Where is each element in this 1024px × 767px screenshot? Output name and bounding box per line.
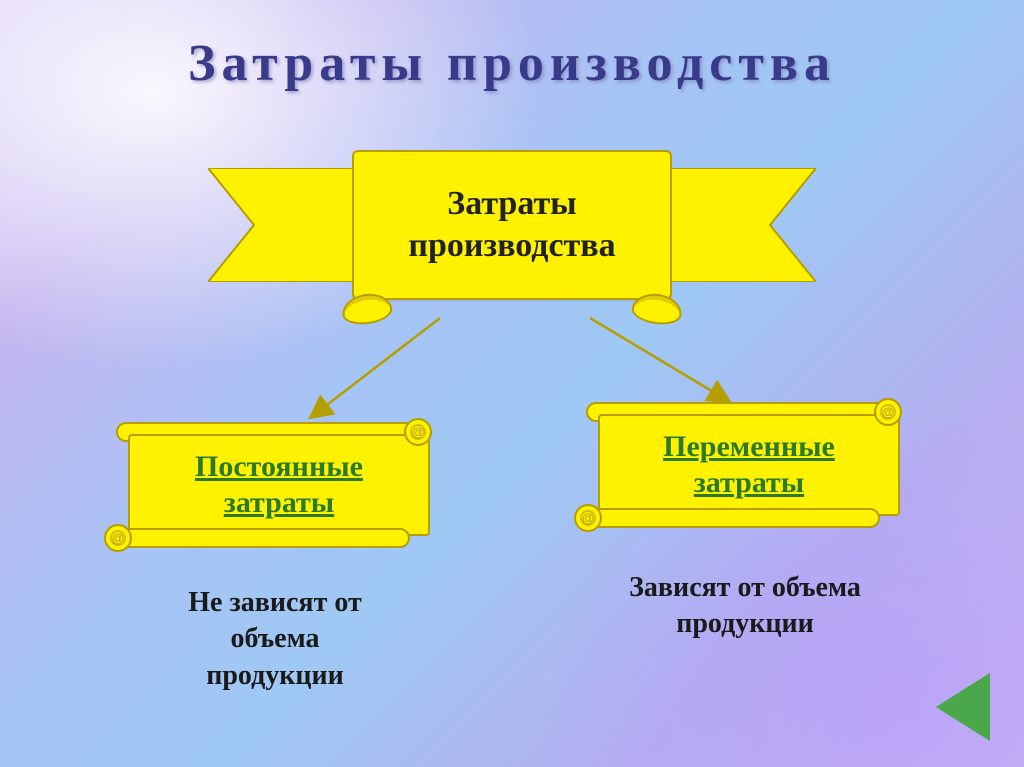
ribbon-tail-right — [666, 168, 816, 282]
scroll-knob-icon — [574, 504, 602, 532]
slide-title: Затраты производства — [0, 34, 1024, 93]
child-node-variable[interactable]: Переменные затраты — [580, 400, 910, 530]
root-node-text: Затраты производства — [408, 183, 615, 268]
nav-back-button[interactable] — [938, 677, 986, 737]
ribbon-tail-left — [208, 168, 358, 282]
caption-variable: Зависят от объема продукции — [575, 570, 915, 643]
child-node-variable-label: Переменные затраты — [598, 414, 900, 516]
child-node-variable-text: Переменные затраты — [663, 429, 835, 501]
scroll-knob-icon — [104, 524, 132, 552]
child-node-fixed[interactable]: Постоянные затраты — [110, 420, 440, 550]
child-node-fixed-text: Постоянные затраты — [195, 449, 363, 521]
scroll-rod — [108, 528, 410, 548]
root-node-label: Затраты производства — [352, 150, 672, 300]
scroll-knob-icon — [404, 418, 432, 446]
root-node: Затраты производства — [252, 150, 772, 320]
child-node-fixed-label: Постоянные затраты — [128, 434, 430, 536]
caption-fixed: Не зависят от объема продукции — [120, 585, 430, 694]
scroll-knob-icon — [874, 398, 902, 426]
scroll-rod — [578, 508, 880, 528]
